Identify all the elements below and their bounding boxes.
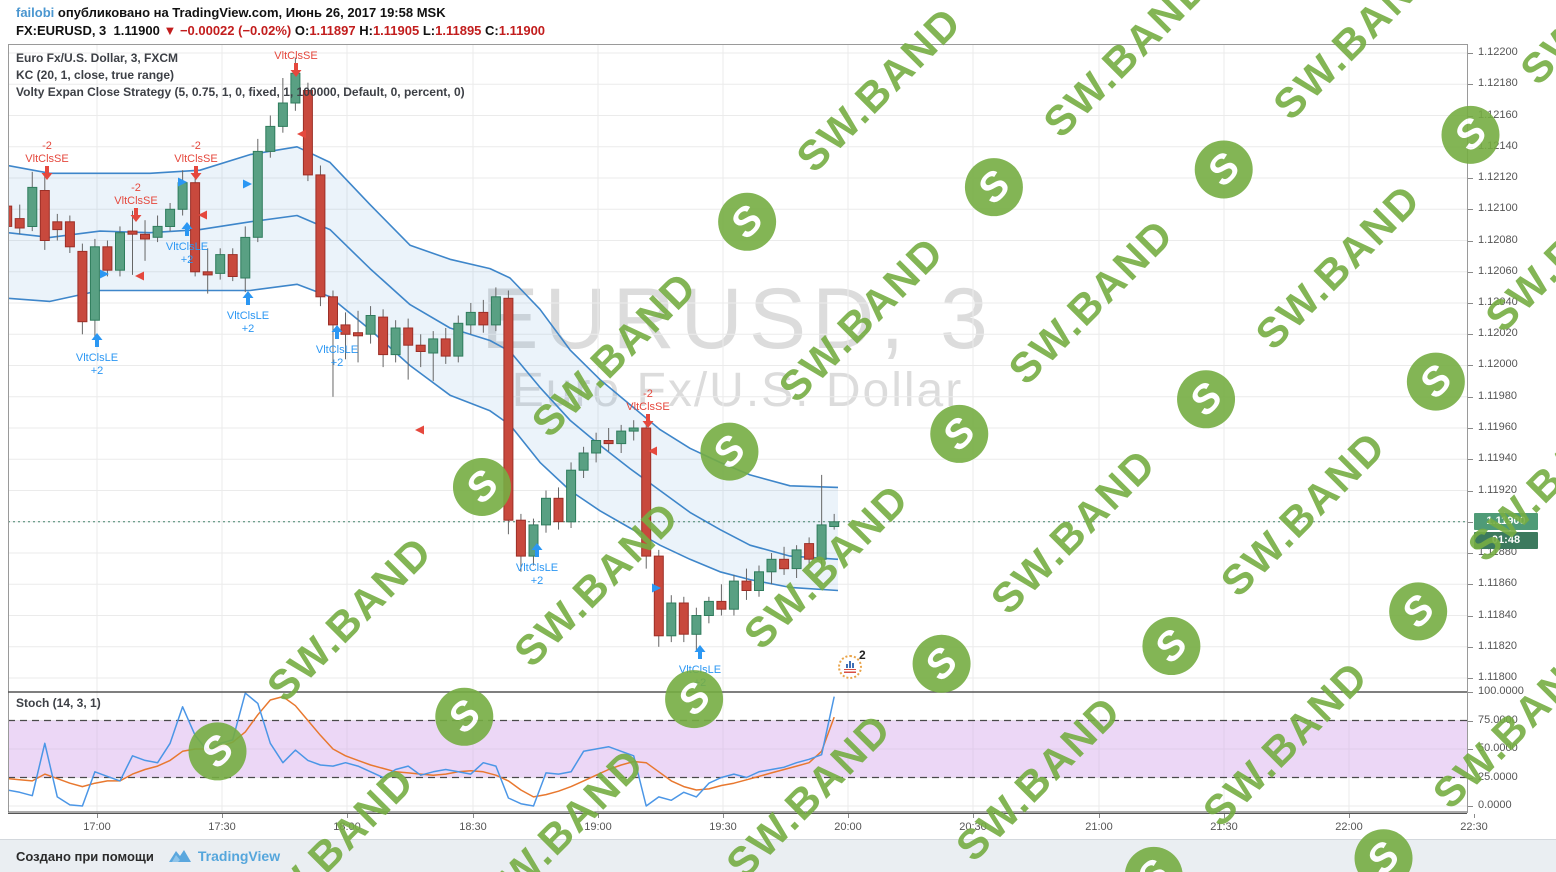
published-text: опубликовано на TradingView.com, Июнь 26… xyxy=(57,5,446,20)
time-tick-label: 20:30 xyxy=(959,821,987,833)
svg-text:VltClsSE: VltClsSE xyxy=(114,195,157,207)
close-value: 1.11900 xyxy=(498,23,546,38)
event-bars-icon xyxy=(846,660,854,668)
time-tick-label: 22:30 xyxy=(1460,821,1488,833)
low-value: 1.11895 xyxy=(435,23,482,38)
time-tick-label: 18:30 xyxy=(459,821,487,833)
price-tick-label: 1.11980 xyxy=(1478,390,1517,402)
price-tick-label: 1.11880 xyxy=(1478,546,1517,558)
change-value: −0.00022 (−0.02%) xyxy=(179,23,292,38)
price-tick-label: 1.12140 xyxy=(1478,140,1518,152)
price-chart-svg[interactable]: -2VltClsSE-2VltClsSE-2VltClsSEVltClsSE-2… xyxy=(8,44,1467,813)
price-tick-label: 1.12200 xyxy=(1478,46,1518,58)
svg-text:VltClsSE: VltClsSE xyxy=(25,153,68,165)
time-tick-label: 19:00 xyxy=(584,821,612,833)
price-tick-label: 1.11820 xyxy=(1478,640,1517,652)
last-price-badge: 1.11900 xyxy=(1474,513,1538,530)
svg-text:VltClsSE: VltClsSE xyxy=(174,153,217,165)
price-tick-label: 1.12180 xyxy=(1478,77,1518,89)
change-arrow-icon: ▼ xyxy=(163,23,177,38)
svg-text:VltClsLE: VltClsLE xyxy=(76,352,118,364)
price-tick-label: 1.12020 xyxy=(1478,327,1518,339)
tradingview-logo-icon xyxy=(168,850,191,862)
price-tick-label: 1.12160 xyxy=(1478,109,1518,121)
event-count-badge: 2 xyxy=(859,648,866,662)
svg-text:VltClsSE: VltClsSE xyxy=(274,50,317,62)
svg-text:+2: +2 xyxy=(242,323,255,335)
svg-text:-2: -2 xyxy=(191,140,201,152)
price-tick-label: 1.12100 xyxy=(1478,202,1518,214)
time-tick-label: 20:00 xyxy=(834,821,862,833)
time-tick-label: 19:30 xyxy=(709,821,737,833)
stoch-tick-label: 50.0000 xyxy=(1478,742,1518,754)
svg-text:-2: -2 xyxy=(131,182,141,194)
close-label: C: xyxy=(485,23,499,38)
economic-event-icon[interactable] xyxy=(838,655,862,679)
time-axis[interactable]: 17:00 17:30 18:00 18:30 19:00 19:30 20:00 20:30… xyxy=(8,813,1488,840)
price-tick-label: 1.11860 xyxy=(1478,577,1517,589)
symbol-label[interactable]: FX:EURUSD, 3 xyxy=(16,23,107,38)
svg-text:-2: -2 xyxy=(42,140,52,152)
footer-bar: Создано при помощи TradingView xyxy=(0,839,1556,872)
low-label: L: xyxy=(422,23,436,38)
svg-text:+2: +2 xyxy=(91,365,104,377)
svg-text:+2: +2 xyxy=(181,254,194,266)
last-price: 1.11900 xyxy=(113,23,160,38)
svg-text:+2: +2 xyxy=(531,575,544,587)
price-tick-label: 1.12060 xyxy=(1478,265,1518,277)
stoch-tick-label: 100.0000 xyxy=(1478,685,1524,697)
price-tick-label: 1.12040 xyxy=(1478,296,1518,308)
svg-text:VltClsLE: VltClsLE xyxy=(227,310,269,322)
open-value: 1.11897 xyxy=(309,23,356,38)
ohlc-line: FX:EURUSD, 3 1.11900 ▼ −0.00022 (−0.02%)… xyxy=(16,22,545,40)
time-tick-label: 17:30 xyxy=(208,821,236,833)
stoch-legend[interactable]: Stoch (14, 3, 1) xyxy=(16,696,101,710)
stoch-tick-label: 0.0000 xyxy=(1478,799,1512,811)
event-flag-icon xyxy=(844,669,856,674)
published-line: failobi опубликовано на TradingView.com,… xyxy=(16,4,545,22)
svg-text:-2: -2 xyxy=(643,388,653,400)
stoch-tick-label: 25.0000 xyxy=(1478,771,1518,783)
stoch-tick-label: 75.0000 xyxy=(1478,714,1518,726)
price-tick-label: 1.12120 xyxy=(1478,171,1518,183)
svg-text:+2: +2 xyxy=(331,357,344,369)
svg-text:VltClsSE: VltClsSE xyxy=(626,401,669,413)
svg-text:VltClsLE: VltClsLE xyxy=(679,664,721,676)
svg-text:VltClsLE: VltClsLE xyxy=(316,344,358,356)
footer-created-text: Создано при помощи xyxy=(16,848,154,864)
price-tick-label: 1.11800 xyxy=(1478,671,1517,683)
price-tick-label: 1.12080 xyxy=(1478,234,1518,246)
time-tick-label: 17:00 xyxy=(83,821,111,833)
username-link[interactable]: failobi xyxy=(16,5,55,20)
legend-strategy[interactable]: Volty Expan Close Strategy (5, 0.75, 1, … xyxy=(16,85,465,99)
high-label: H: xyxy=(359,23,373,38)
price-tick-label: 1.12000 xyxy=(1478,358,1518,370)
time-tick-label: 21:30 xyxy=(1210,821,1238,833)
chart-legend[interactable]: Euro Fx/U.S. Dollar, 3, FXCM KC (20, 1, … xyxy=(16,50,465,101)
countdown-badge: 01:48 xyxy=(1474,532,1538,549)
legend-title[interactable]: Euro Fx/U.S. Dollar, 3, FXCM xyxy=(16,51,179,65)
high-value: 1.11905 xyxy=(372,23,420,38)
open-label: O: xyxy=(294,23,310,38)
svg-text:VltClsLE: VltClsLE xyxy=(516,562,558,574)
time-tick-label: 18:00 xyxy=(333,821,361,833)
time-tick-label: 21:00 xyxy=(1085,821,1113,833)
price-tick-label: 1.11840 xyxy=(1478,609,1517,621)
tradingview-link[interactable]: TradingView xyxy=(168,848,280,864)
legend-kc[interactable]: KC (20, 1, close, true range) xyxy=(16,68,175,82)
svg-text:VltClsLE: VltClsLE xyxy=(166,241,208,253)
snapshot-header: failobi опубликовано на TradingView.com,… xyxy=(16,4,545,40)
svg-text:+2: +2 xyxy=(694,677,707,689)
time-tick-label: 22:00 xyxy=(1335,821,1363,833)
price-tick-label: 1.11940 xyxy=(1478,452,1517,464)
tradingview-brand-text: TradingView xyxy=(197,848,281,864)
price-axis[interactable]: 1.12200 1.12180 1.12160 1.12140 1.12120 1.121… xyxy=(1467,44,1550,813)
price-tick-label: 1.11920 xyxy=(1478,484,1517,496)
price-tick-label: 1.11960 xyxy=(1478,421,1517,433)
